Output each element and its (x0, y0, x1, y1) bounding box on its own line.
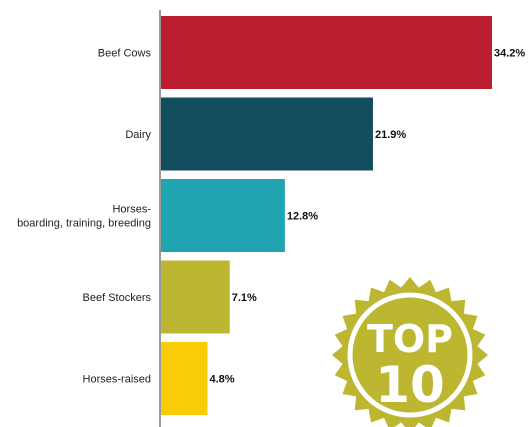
bar-2 (161, 179, 285, 252)
bar-4 (161, 342, 208, 415)
category-label-3: Beef Stockers (83, 292, 152, 304)
value-label-1: 21.9% (375, 129, 406, 141)
category-label-2-line-1: boarding, training, breeding (17, 218, 151, 230)
badge-ring (347, 292, 473, 418)
value-label-0: 34.2% (494, 48, 525, 60)
badge-seal-shape (332, 277, 488, 427)
category-label-4: Horses-raised (83, 374, 151, 386)
badge-top-text: TOP (367, 317, 453, 361)
value-label-2: 12.8% (287, 211, 318, 223)
bar-1 (161, 97, 373, 171)
category-label-0: Beef Cows (98, 48, 152, 60)
bars-group: 34.2% Beef Cows 21.9% Dairy 12.8% Horses-boar… (17, 16, 525, 415)
badge-10-text: 10 (375, 356, 445, 414)
top-10-badge: TOP 10 (332, 277, 488, 427)
bar-0 (161, 16, 492, 89)
category-label-2-line-0: Horses- (112, 204, 151, 216)
bar-3 (161, 260, 230, 334)
value-label-3: 7.1% (232, 292, 257, 304)
value-label-4: 4.8% (209, 374, 234, 386)
category-label-1: Dairy (125, 129, 151, 141)
